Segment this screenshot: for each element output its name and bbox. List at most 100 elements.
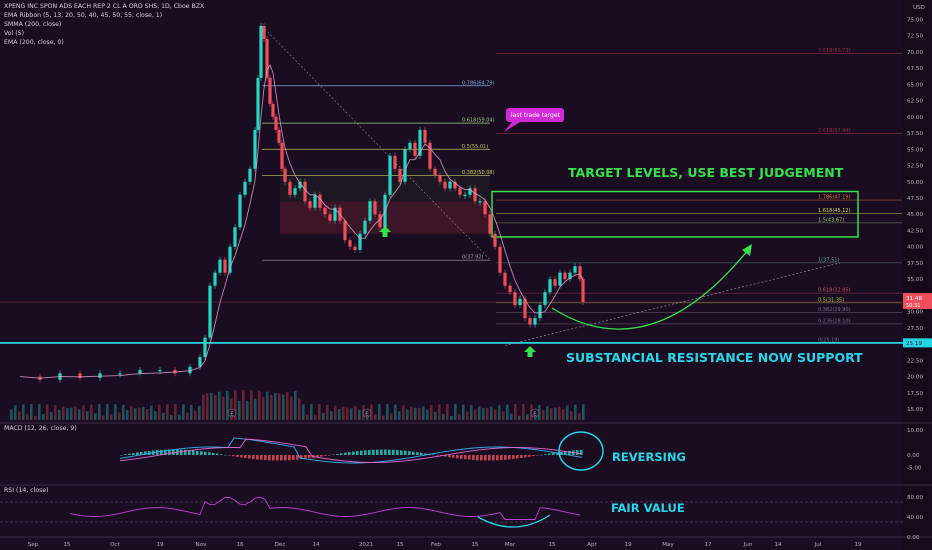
y-tick-label: 60.00 (907, 115, 923, 121)
volume-bar (298, 398, 301, 420)
macd-tick-label: 10.00 (907, 428, 923, 434)
macd-histogram-bar (472, 455, 475, 460)
y-tick-label: 50.00 (907, 180, 923, 186)
y-tick-label: 57.50 (907, 131, 923, 137)
x-tick-label: Jun (743, 542, 753, 548)
volume-bar (26, 413, 29, 420)
macd-histogram-bar (532, 455, 535, 457)
volume-bar (430, 405, 433, 420)
candle-body (548, 279, 552, 293)
volume-bar (54, 405, 57, 420)
volume-bar (478, 406, 481, 420)
macd-histogram-bar (172, 449, 175, 455)
volume-bar (258, 390, 261, 420)
volume-bar (566, 405, 569, 420)
volume-bar (386, 404, 389, 420)
y-tick-label: 70.00 (907, 50, 923, 56)
volume-bar (82, 405, 85, 420)
candle-body (262, 25, 266, 39)
fib-ext-label: 0.382(29.90) (818, 307, 851, 313)
y-tick-label: 52.50 (907, 164, 923, 170)
volume-bar (42, 413, 45, 420)
volume-bar (510, 413, 513, 420)
volume-bar (442, 413, 445, 420)
macd-histogram-bar (348, 452, 351, 455)
annotation-target-levels: TARGET LEVELS, USE BEST JUDGEMENT (568, 165, 844, 180)
volume-bar (154, 410, 157, 420)
macd-histogram-bar (248, 455, 251, 459)
volume-bar (70, 407, 73, 420)
volume-bar (198, 405, 201, 420)
volume-bar (262, 396, 265, 420)
candle-body (573, 266, 577, 273)
macd-histogram-bar (212, 452, 215, 455)
y-tick-label: 30.00 (907, 310, 923, 316)
macd-histogram-bar (408, 451, 411, 455)
x-tick-label: 16 (236, 542, 244, 548)
volume-bar (450, 415, 453, 420)
candle-body (288, 181, 292, 195)
macd-histogram-bar (320, 455, 323, 457)
candle-body (478, 201, 482, 203)
macd-histogram-bar (140, 451, 143, 455)
last-price-box (903, 293, 932, 310)
volume-bar (98, 404, 101, 420)
volume-bar (434, 411, 437, 420)
volume-bar (350, 408, 353, 420)
macd-histogram-bar (296, 455, 299, 460)
macd-histogram-bar (400, 450, 403, 455)
macd-histogram-bar (372, 449, 375, 455)
volume-bar (570, 411, 573, 420)
projection-arrowhead (742, 244, 752, 256)
candle-body (208, 285, 212, 338)
volume-bar (94, 413, 97, 420)
macd-histogram-bar (496, 455, 499, 461)
volume-bar (346, 407, 349, 420)
candle-body (458, 188, 462, 195)
candle-body (280, 142, 284, 169)
volume-bar (358, 410, 361, 420)
indicator-ema-ribbon: EMA Ribbon (5, 13, 20, 50, 40, 45, 50, 5… (4, 12, 163, 19)
candle-body (333, 207, 337, 221)
volume-bar (542, 410, 545, 420)
fib-ext-label: 0.5(31.35) (818, 297, 844, 303)
macd-histogram-bar (488, 455, 491, 461)
x-tick-label: 14 (774, 542, 782, 548)
candle-body (368, 201, 372, 221)
macd-histogram-bar (260, 455, 263, 460)
macd-histogram-bar (268, 455, 271, 461)
candle-body (353, 246, 357, 250)
x-tick-label: 2021 (359, 542, 374, 548)
macd-histogram-bar (328, 455, 331, 456)
candle-body (523, 298, 527, 319)
macd-histogram-bar (344, 452, 347, 455)
macd-histogram-bar (404, 450, 407, 455)
volume-bar (302, 404, 305, 420)
volume-bar (418, 408, 421, 420)
macd-histogram-bar (336, 453, 339, 455)
earnings-label: E (533, 412, 537, 418)
macd-histogram-bar (256, 455, 259, 460)
macd-histogram-bar (340, 453, 343, 455)
macd-histogram-bar (120, 455, 123, 456)
fib-ext-label: 1.618(45.12) (818, 208, 851, 214)
volume-bar (378, 404, 381, 420)
candle-body (428, 142, 432, 169)
earnings-marker (530, 408, 540, 418)
candle-body (453, 181, 457, 189)
volume-bar (186, 412, 189, 420)
volume-bar (250, 390, 253, 420)
candle-body (563, 272, 567, 280)
volume-bar (390, 413, 393, 420)
volume-bar (454, 404, 457, 420)
candle-body (463, 194, 467, 196)
y-tick-label: 27.50 (907, 326, 923, 332)
macd-title: MACD (12, 26, close, 9) (4, 425, 77, 432)
macd-histogram-bar (132, 453, 135, 455)
volume-bar (182, 404, 185, 420)
volume-bar (38, 404, 41, 420)
volume-bar (210, 393, 213, 420)
earnings-label: E (365, 412, 369, 418)
volume-bar (14, 405, 17, 420)
